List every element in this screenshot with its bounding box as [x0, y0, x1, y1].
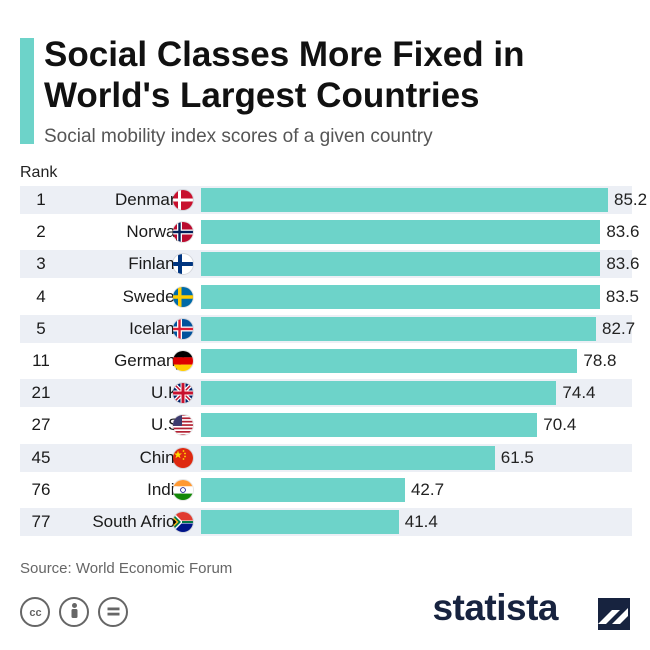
chart-title: Social Classes More Fixed in World's Lar… [44, 35, 525, 115]
india-flag-icon [172, 478, 194, 501]
finland-flag-icon [172, 253, 194, 276]
rank-label: 1 [36, 190, 46, 209]
by-icon [59, 597, 89, 627]
chart-subtitle: Social mobility index scores of a given … [44, 126, 433, 147]
svg-text:cc: cc [29, 607, 41, 619]
country-label: Germany [114, 350, 184, 370]
rank-label: 27 [31, 415, 51, 435]
chart-row: 77 South Africa 41.4 [20, 507, 632, 536]
country-label: South Africa [92, 511, 184, 531]
value-label: 61.5 [500, 447, 534, 467]
title-accent-bar [20, 38, 34, 144]
chart-row: 76 India 42.7 [20, 476, 632, 504]
bar [201, 381, 557, 406]
country-label: Finland [128, 254, 184, 274]
bar-chart: 1 Denmark 85.2 2 Norway 83.6 3 Finland 83.6 4 Swed… [20, 186, 647, 540]
chart-row: 11 Germany 78.8 [20, 347, 632, 375]
country-label: Norway [126, 222, 184, 242]
south-africa-flag-icon [172, 510, 194, 533]
sweden-flag-icon [172, 285, 194, 308]
rank-label: 4 [36, 286, 46, 306]
chart-row: 5 Iceland 82.7 [20, 314, 636, 343]
us-flag-icon [172, 414, 194, 437]
value-label: 41.4 [404, 511, 438, 531]
cc-icon: cc [20, 597, 50, 627]
statista-logo: statista [432, 587, 558, 628]
norway-flag-icon [172, 221, 194, 244]
denmark-flag-icon [172, 189, 194, 211]
germany-flag-icon [172, 349, 194, 372]
value-label: 83.6 [606, 222, 640, 242]
bar [201, 348, 578, 373]
bar [201, 252, 601, 277]
bar [201, 413, 538, 438]
value-label: 85.2 [614, 190, 648, 209]
chart-row: 45 China 61.5 [20, 443, 632, 472]
rank-label: 5 [36, 318, 46, 338]
chart-row: 4 Sweden 83.5 [20, 283, 639, 311]
bar [201, 284, 600, 309]
nd-icon [98, 597, 128, 627]
iceland-flag-icon [172, 317, 194, 340]
value-label: 82.7 [602, 318, 636, 338]
value-label: 83.6 [606, 254, 640, 274]
chart-row: 27 U.S. 70.4 [20, 411, 632, 439]
value-label: 70.4 [543, 415, 577, 435]
value-label: 78.8 [583, 350, 617, 370]
chart-row: 1 Denmark 85.2 [20, 186, 647, 214]
chart-row: 3 Finland 83.6 [20, 250, 639, 279]
country-label: Iceland [129, 318, 184, 338]
rank-label: 45 [31, 447, 51, 467]
bar [201, 188, 608, 212]
bar [201, 220, 601, 245]
chart-row: 2 Norway 83.6 [20, 218, 639, 246]
rank-label: 76 [31, 479, 51, 499]
value-label: 42.7 [410, 479, 445, 499]
bar [201, 445, 495, 470]
country-label: Denmark [115, 190, 184, 209]
rank-label: 3 [36, 254, 46, 274]
rank-column-header: Rank [20, 164, 58, 181]
rank-label: 21 [31, 383, 51, 403]
bar [201, 316, 597, 341]
value-label: 74.4 [562, 383, 596, 403]
rank-label: 77 [31, 511, 51, 531]
uk-flag-icon [172, 382, 194, 405]
bar [201, 509, 399, 534]
rank-label: 2 [36, 222, 46, 242]
statista-logo-icon [598, 598, 630, 630]
bar [201, 477, 405, 502]
rank-label: 11 [32, 350, 50, 370]
value-label: 83.5 [605, 286, 639, 306]
chart-row: 21 U.K. 74.4 [20, 379, 632, 408]
china-flag-icon [172, 446, 194, 469]
source-note: Source: World Economic Forum [20, 560, 233, 577]
country-label: Sweden [122, 286, 184, 306]
